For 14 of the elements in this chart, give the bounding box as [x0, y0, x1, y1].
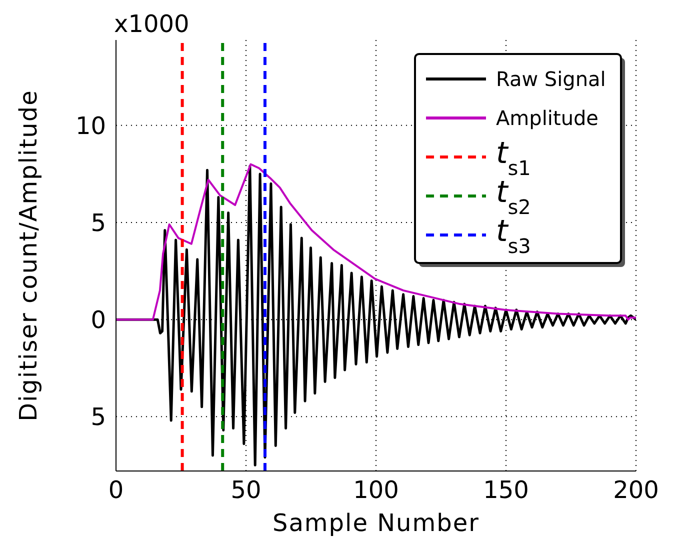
- x-tick-label: 150: [483, 476, 529, 504]
- x-axis-title: Sample Number: [272, 509, 480, 537]
- y-axis-title: Digitiser count/Amplitude: [14, 90, 43, 422]
- text: x1000: [114, 10, 190, 38]
- y-tick-label: 10: [75, 112, 106, 140]
- y-tick-label: 0: [90, 306, 106, 334]
- x-tick-label: 100: [353, 476, 399, 504]
- legend-label: Raw Signal: [496, 67, 606, 91]
- legend-label: Amplitude: [496, 106, 598, 130]
- x-tick-label: 0: [108, 476, 124, 504]
- y-tick-label: 5: [90, 403, 106, 432]
- y-tick-label: 5: [90, 209, 106, 238]
- x-tick-label: 50: [230, 476, 262, 504]
- x-tick-label: 200: [613, 476, 659, 504]
